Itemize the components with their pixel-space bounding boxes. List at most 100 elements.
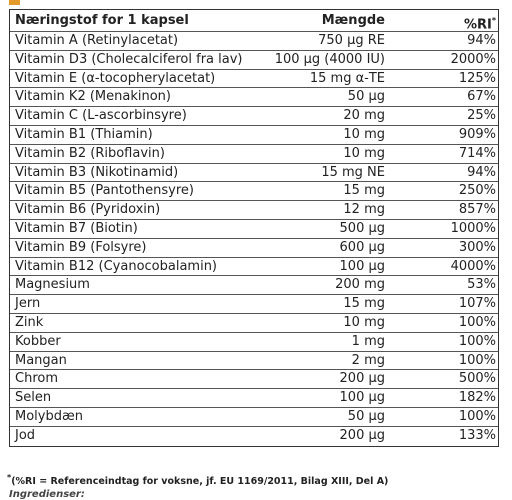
table-cell: 1 mg (351, 333, 385, 349)
table-row: Vitamin K2 (Menakinon) 50 µg 67% (10, 88, 498, 108)
table-cell: 1000% (450, 220, 496, 236)
table-cell: 107% (458, 296, 496, 312)
table-cell: 750 µg RE (318, 33, 385, 48)
table-cell: 2 mg (351, 352, 385, 368)
table-cell: Vitamin B12 (Cyanocobalamin) (15, 258, 218, 274)
table-cell: 600 µg (339, 239, 385, 255)
table-cell: Vitamin B2 (Riboflavin) (15, 145, 165, 161)
table-cell: 125% (458, 70, 496, 86)
table-row: Vitamin B7 (Biotin) 500 µg 1000% (10, 220, 498, 239)
table-row: Vitamin B3 (Nikotinamid) 15 mg NE 94% (10, 164, 498, 183)
table-cell: 10 mg (343, 126, 385, 142)
header-cell: %RI* (464, 10, 496, 35)
table-row: Vitamin B12 (Cyanocobalamin) 100 µg 4000% (10, 258, 498, 277)
table-cell: 50 µg (347, 408, 385, 424)
table-cell: 857% (458, 202, 496, 218)
table-cell: Vitamin D3 (Cholecalciferol fra lav) (15, 51, 243, 67)
table-cell: Vitamin E (α-tocopherylacetat) (15, 70, 216, 86)
table-cell: 15 mg (343, 183, 385, 199)
nutrition-table: Næringstof for 1 kapsel Mængde %RI* Vita… (9, 9, 499, 447)
table-cell: 100% (458, 408, 496, 424)
ingredients-label: Ingredienser: (9, 489, 85, 500)
table-cell: 909% (458, 126, 496, 142)
table-row: Magnesium 200 mg 53% (10, 276, 498, 296)
table-row: Jod 200 µg 133% (10, 427, 498, 446)
table-cell: 100 µg (339, 258, 385, 274)
table-cell: Zink (15, 314, 44, 330)
table-row: Jern 15 mg 107% (10, 295, 498, 314)
table-cell: 200 mg (335, 277, 385, 293)
table-row: Zink 10 mg 100% (10, 314, 498, 333)
table-cell: 94% (467, 33, 496, 48)
table-cell: 15 mg (343, 296, 385, 312)
table-cell: Vitamin B9 (Folsyre) (15, 239, 147, 255)
table-cell: Vitamin C (L-ascorbinsyre) (15, 108, 187, 124)
table-cell: 100% (458, 314, 496, 330)
table-row: Selen 100 µg 182% (10, 389, 498, 408)
table-cell: 100 µg (339, 390, 385, 406)
table-cell: 20 mg (343, 108, 385, 124)
footnote: *(%RI = Referenceindtag for voksne, jf. … (7, 473, 388, 487)
table-cell: Mangan (15, 352, 67, 368)
table-cell: 25% (467, 108, 496, 124)
table-row: Mangan 2 mg 100% (10, 352, 498, 371)
header-text: %RI (463, 17, 492, 33)
table-row: Kobber 1 mg 100% (10, 333, 498, 352)
table-cell: 714% (458, 145, 496, 161)
table-cell: 12 mg (343, 202, 385, 218)
table-cell: 2000% (450, 51, 496, 67)
table-cell: Kobber (15, 333, 61, 349)
table-cell: Vitamin B1 (Thiamin) (15, 126, 153, 142)
footnote-mark: * (7, 473, 12, 482)
table-cell: 10 mg (343, 314, 385, 330)
table-cell: 53% (467, 277, 496, 293)
header-row: Næringstof for 1 kapsel Mængde %RI* (10, 10, 498, 32)
table-cell: Molybdæn (15, 408, 83, 424)
table-cell: 182% (458, 390, 496, 406)
table-row: Molybdæn 50 µg 100% (10, 408, 498, 427)
table-cell: 100% (458, 333, 496, 349)
table-cell: 300% (458, 239, 496, 255)
table-row: Vitamin B9 (Folsyre) 600 µg 300% (10, 239, 498, 258)
table-row: Vitamin E (α-tocopherylacetat) 15 mg α-TE… (10, 70, 498, 89)
header-mark: * (491, 16, 496, 25)
table-cell: Vitamin A (Retinylacetat) (15, 33, 179, 48)
table-cell: 100% (458, 352, 496, 368)
header-cell: Mængde (321, 13, 385, 28)
table-cell: 67% (467, 89, 496, 105)
table-cell: Chrom (15, 371, 58, 387)
table-row: Chrom 200 µg 500% (10, 370, 498, 390)
table-cell: 200 µg (339, 427, 385, 443)
table-row: Vitamin B6 (Pyridoxin) 12 mg 857% (10, 201, 498, 220)
table-cell: 15 mg NE (321, 164, 385, 180)
table-cell: Magnesium (15, 277, 90, 293)
table-row: Vitamin B2 (Riboflavin) 10 mg 714% (10, 145, 498, 164)
table-cell: 50 µg (347, 89, 385, 105)
table-row: Vitamin A (Retinylacetat) 750 µg RE 94% (10, 32, 498, 51)
table-cell: 4000% (450, 258, 496, 274)
table-row: Vitamin B1 (Thiamin) 10 mg 909% (10, 126, 498, 145)
table-cell: 250% (458, 183, 496, 199)
table-cell: 15 mg α-TE (309, 70, 385, 86)
table-cell: 200 µg (339, 371, 385, 387)
table-cell: Vitamin B7 (Biotin) (15, 220, 138, 236)
table-cell: Vitamin B5 (Pantothensyre) (15, 183, 195, 199)
table-cell: Vitamin B6 (Pyridoxin) (15, 202, 161, 218)
accent-bar (9, 0, 20, 5)
table-row: Vitamin C (L-ascorbinsyre) 20 mg 25% (10, 107, 498, 126)
footnote-text: (%RI = Referenceindtag for voksne, jf. E… (11, 476, 389, 488)
table-cell: 10 mg (343, 145, 385, 161)
table-cell: 100 µg (4000 IU) (274, 51, 385, 67)
table-cell: Vitamin K2 (Menakinon) (15, 89, 171, 105)
table-cell: 500% (458, 371, 496, 387)
table-cell: 133% (458, 427, 496, 443)
header-cell: Næringstof for 1 kapsel (15, 13, 189, 28)
table-cell: 500 µg (339, 220, 385, 236)
table-cell: Jern (15, 296, 41, 312)
table-row: Vitamin D3 (Cholecalciferol fra lav) 100 … (10, 51, 498, 70)
table-cell: Jod (15, 427, 36, 443)
table-cell: 94% (467, 164, 496, 180)
table-cell: Selen (15, 390, 52, 406)
table-cell: Vitamin B3 (Nikotinamid) (15, 164, 179, 180)
